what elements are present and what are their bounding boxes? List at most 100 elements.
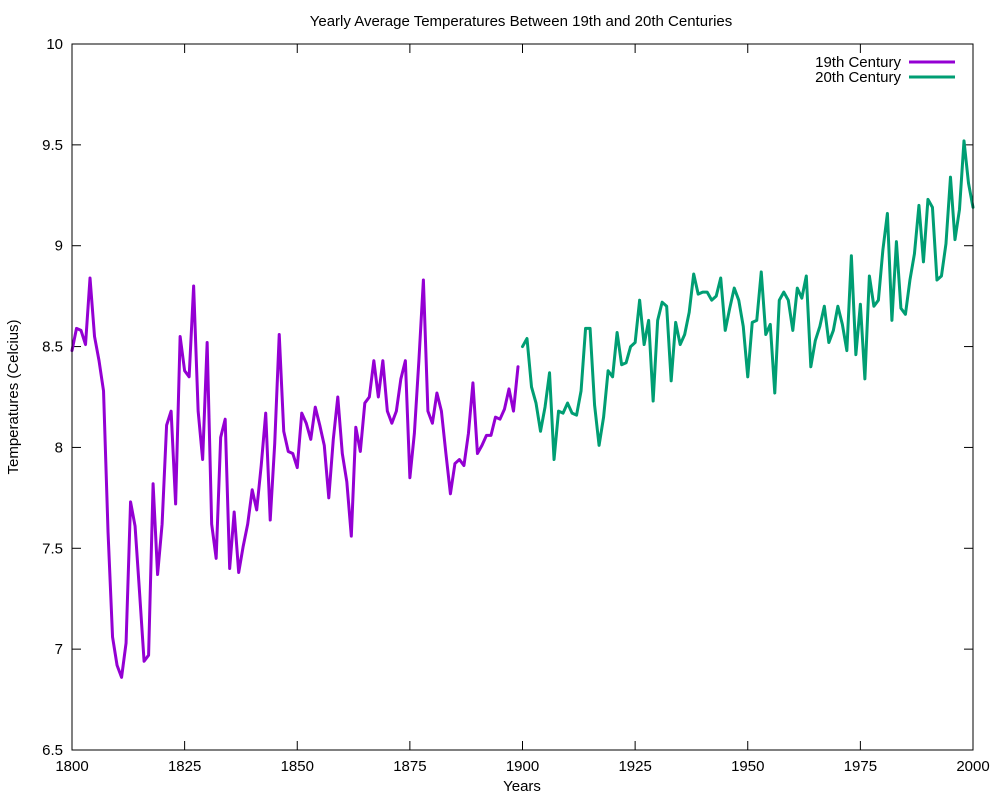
x-tick-label: 1925 [618,758,651,775]
data-point [206,341,209,344]
data-point [710,299,713,302]
data-point [264,412,267,415]
data-point [323,444,326,447]
data-point [458,458,461,461]
data-point [183,369,186,372]
data-point [318,424,321,427]
data-point [773,391,776,394]
data-point [291,452,294,455]
data-point [224,418,227,421]
x-tick-label: 1800 [55,758,88,775]
legend-label: 20th Century [815,69,901,86]
data-point [877,299,880,302]
data-point [363,402,366,405]
data-point [850,254,853,257]
data-point [778,299,781,302]
data-point [435,391,438,394]
data-point [426,410,429,413]
data-point [278,333,281,336]
data-point [913,252,916,255]
data-point [625,361,628,364]
data-point [485,434,488,437]
data-point [242,545,245,548]
data-point [697,293,700,296]
y-tick-label: 8.5 [42,339,63,356]
data-point [562,412,565,415]
data-point [836,305,839,308]
data-point [269,519,272,522]
data-point [868,274,871,277]
data-point [377,396,380,399]
data-point [890,319,893,322]
y-tick-label: 9.5 [42,137,63,154]
y-tick-label: 10 [46,36,63,53]
data-point [922,260,925,263]
data-point [233,510,236,513]
data-point [917,204,920,207]
data-point [647,319,650,322]
data-point [557,410,560,413]
data-point [692,272,695,275]
data-point [634,341,637,344]
data-point [859,303,862,306]
data-point [386,410,389,413]
data-point [305,422,308,425]
data-point [724,329,727,332]
data-point [854,353,857,356]
x-tick-label: 1900 [506,758,539,775]
data-point [498,418,501,421]
data-point [548,371,551,374]
data-point [84,343,87,346]
data-point [138,591,141,594]
data-point [201,458,204,461]
data-point [886,212,889,215]
data-point [782,291,785,294]
data-point [512,410,515,413]
data-point [805,274,808,277]
data-point [143,660,146,663]
legend-label: 19th Century [815,54,901,71]
data-point [674,321,677,324]
data-point [489,434,492,437]
data-point [390,422,393,425]
data-point [125,642,128,645]
data-point [116,664,119,667]
data-point [404,359,407,362]
y-tick-label: 7.5 [42,540,63,557]
data-point [575,414,578,417]
data-point [188,375,191,378]
data-point [413,432,416,435]
data-point [152,482,155,485]
data-point [827,341,830,344]
data-point [863,377,866,380]
data-point [620,363,623,366]
data-point [616,331,619,334]
data-point [715,295,718,298]
y-tick-label: 8 [55,439,63,456]
data-point [480,444,483,447]
data-point [962,139,965,142]
data-point [75,327,78,330]
y-tick-label: 7 [55,641,63,658]
data-point [246,523,249,526]
data-point [895,240,898,243]
data-point [210,523,213,526]
data-point [539,430,542,433]
data-point [737,299,740,302]
data-point [764,333,767,336]
data-point [760,270,763,273]
data-point [526,337,529,340]
data-point [89,276,92,279]
series-line [521,139,975,462]
data-point [327,496,330,499]
data-point [841,323,844,326]
data-point [462,464,465,467]
data-point [215,557,218,560]
data-point [818,325,821,328]
series-19th-century [70,276,520,679]
data-point [237,571,240,574]
data-point [845,349,848,352]
data-point [309,438,312,441]
data-point [395,410,398,413]
data-point [80,329,83,332]
